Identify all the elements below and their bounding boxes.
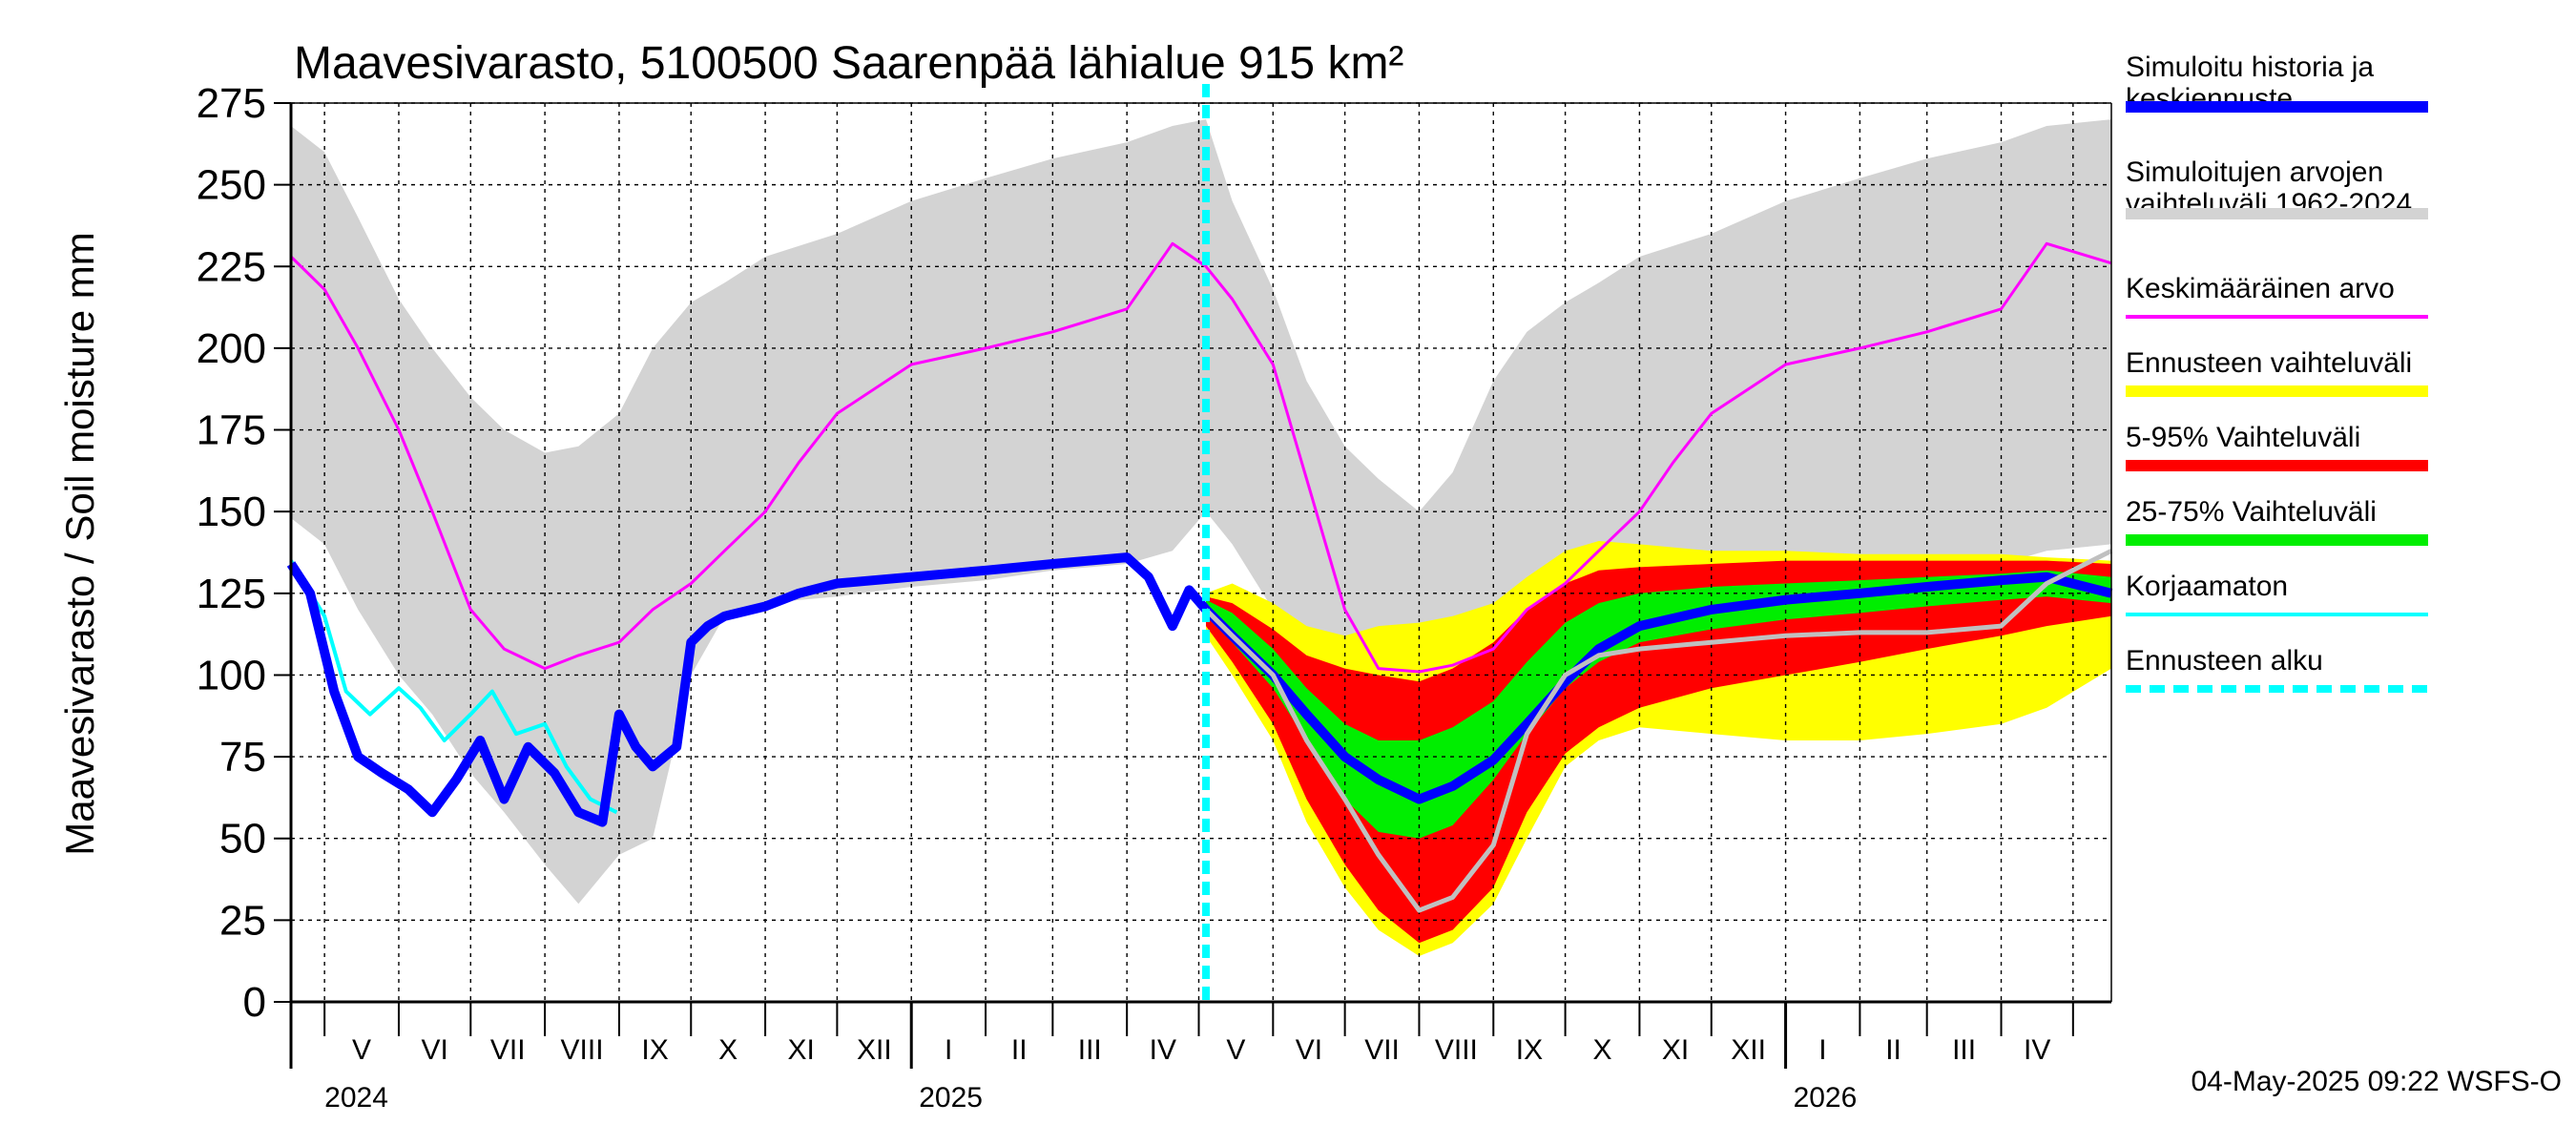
month-label-23: IV	[2024, 1034, 2050, 1066]
chart-lines	[286, 84, 2113, 1002]
ytick-label-25: 25	[219, 897, 266, 944]
month-label-21: II	[1885, 1034, 1901, 1066]
month-label-22: III	[1952, 1034, 1976, 1066]
legend-text-3-0: Ennusteen vaihteluväli	[2126, 347, 2412, 379]
month-label-19: XII	[1731, 1034, 1766, 1066]
ytick-label-225: 225	[197, 243, 266, 290]
legend-text-4-0: 5-95% Vaihteluväli	[2126, 422, 2360, 453]
year-label-2025: 2025	[919, 1082, 983, 1114]
month-label-16: IX	[1516, 1034, 1543, 1066]
ytick-label-150: 150	[197, 489, 266, 535]
month-label-1: VI	[421, 1034, 447, 1066]
y-axis-label: Maavesivarasto / Soil moisture mm	[57, 232, 102, 856]
band-3	[1206, 570, 2111, 839]
month-label-10: III	[1078, 1034, 1102, 1066]
ytick-label-50: 50	[219, 816, 266, 863]
line-1	[289, 559, 618, 815]
month-label-13: VI	[1296, 1034, 1322, 1066]
chart-grid	[291, 102, 2111, 1003]
line-3	[1204, 549, 2113, 913]
legend-text-7-0: Ennusteen alku	[2126, 645, 2323, 677]
month-label-18: XI	[1662, 1034, 1689, 1066]
month-label-17: X	[1593, 1034, 1612, 1066]
legend-text-5-0: 25-75% Vaihteluväli	[2126, 496, 2377, 528]
month-label-8: I	[945, 1034, 952, 1066]
month-label-20: I	[1818, 1034, 1826, 1066]
legend-text-1-0: Simuloitujen arvojen	[2126, 156, 2383, 188]
ytick-label-200: 200	[197, 325, 266, 372]
timestamp-footer: 04-May-2025 09:22 WSFS-O	[2192, 1066, 2563, 1097]
month-label-0: V	[352, 1034, 371, 1066]
ytick-label-275: 275	[197, 80, 266, 127]
chart-bands	[291, 119, 2111, 956]
ytick-label-75: 75	[219, 734, 266, 781]
year-label-2026: 2026	[1794, 1082, 1858, 1114]
ytick-label-250: 250	[197, 162, 266, 209]
chart-legend: Simuloitu historia jakeskiennusteSimuloi…	[2126, 52, 2428, 693]
chart-title: Maavesivarasto, 5100500 Saarenpää lähial…	[294, 38, 1403, 89]
month-label-3: VIII	[561, 1034, 604, 1066]
month-label-15: VIII	[1435, 1034, 1478, 1066]
month-label-14: VII	[1364, 1034, 1400, 1066]
month-label-11: IV	[1150, 1034, 1176, 1066]
legend-text-6-0: Korjaamaton	[2126, 571, 2288, 602]
ytick-label-0: 0	[243, 979, 266, 1026]
legend-text-2-0: Keskimääräinen arvo	[2126, 273, 2395, 304]
month-label-4: IX	[641, 1034, 668, 1066]
line-0	[289, 241, 2112, 674]
legend-text-0-0: Simuloitu historia ja	[2126, 52, 2374, 83]
band-2	[1206, 560, 2111, 944]
month-label-12: V	[1226, 1034, 1245, 1066]
month-label-7: XII	[857, 1034, 892, 1066]
month-label-2: VII	[490, 1034, 526, 1066]
year-label-2024: 2024	[324, 1082, 388, 1114]
month-label-9: II	[1011, 1034, 1028, 1066]
ytick-label-100: 100	[197, 652, 266, 698]
ytick-label-125: 125	[197, 571, 266, 617]
ytick-label-175: 175	[197, 407, 266, 454]
month-label-6: XI	[788, 1034, 815, 1066]
month-label-5: X	[718, 1034, 737, 1066]
